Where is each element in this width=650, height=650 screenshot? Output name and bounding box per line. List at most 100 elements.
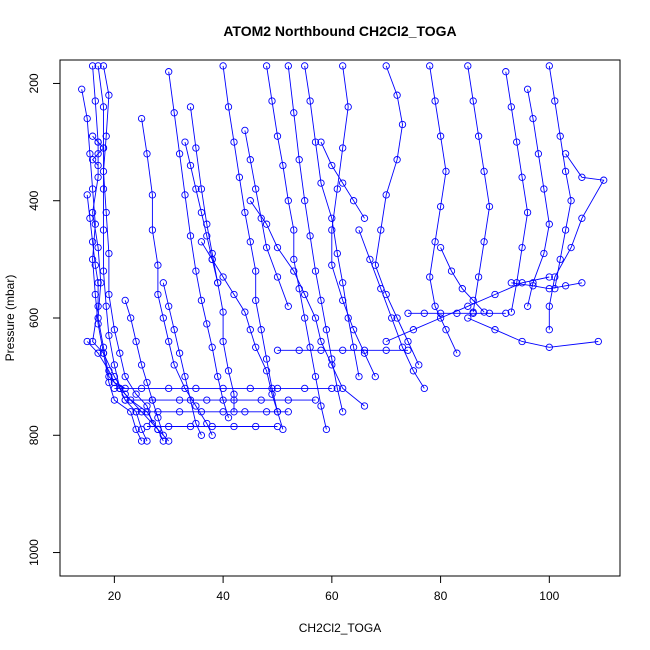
data-point bbox=[132, 425, 140, 434]
data-point bbox=[154, 414, 162, 422]
data-point bbox=[561, 167, 570, 176]
data-point bbox=[436, 314, 445, 322]
data-point bbox=[94, 243, 102, 252]
data-point bbox=[295, 285, 303, 293]
data-point bbox=[262, 62, 271, 70]
data-point bbox=[116, 384, 124, 393]
data-point bbox=[159, 314, 167, 322]
data-point bbox=[431, 238, 439, 246]
data-point bbox=[86, 150, 94, 158]
data-point bbox=[404, 309, 412, 317]
data-point bbox=[88, 132, 97, 140]
data-point bbox=[301, 197, 309, 205]
data-point bbox=[165, 422, 173, 431]
data-point bbox=[567, 197, 575, 205]
data-point bbox=[203, 419, 211, 428]
data-point bbox=[523, 208, 532, 217]
data-point bbox=[507, 308, 515, 316]
data-point bbox=[181, 138, 189, 146]
data-point bbox=[349, 197, 358, 205]
data-point bbox=[436, 202, 445, 211]
data-point bbox=[485, 309, 494, 317]
data-point bbox=[561, 226, 570, 234]
data-point bbox=[360, 402, 369, 410]
data-point bbox=[208, 249, 216, 258]
data-point bbox=[393, 314, 401, 322]
y-tick-label: 200 bbox=[27, 73, 41, 93]
series-line-9 bbox=[266, 65, 327, 430]
y-tick-label: 1000 bbox=[27, 539, 41, 566]
data-point bbox=[301, 314, 309, 322]
data-point bbox=[121, 390, 129, 398]
data-point bbox=[567, 243, 575, 252]
data-point bbox=[165, 302, 173, 310]
data-point bbox=[241, 208, 249, 217]
data-point bbox=[252, 422, 260, 431]
data-point bbox=[186, 232, 195, 240]
data-point bbox=[219, 273, 227, 281]
data-point bbox=[257, 396, 265, 404]
data-point bbox=[121, 396, 129, 404]
data-point bbox=[241, 126, 249, 135]
data-point bbox=[377, 285, 385, 293]
series-line-11 bbox=[304, 65, 360, 377]
data-point bbox=[545, 220, 553, 228]
data-point bbox=[409, 326, 418, 334]
series-line-3 bbox=[103, 65, 153, 424]
data-point bbox=[344, 103, 352, 111]
data-point bbox=[246, 197, 254, 205]
data-point bbox=[485, 202, 494, 211]
data-point bbox=[88, 255, 97, 264]
data-point bbox=[409, 367, 418, 375]
data-point bbox=[99, 226, 108, 234]
data-point bbox=[99, 62, 108, 70]
data-point bbox=[197, 238, 206, 246]
data-point bbox=[328, 226, 336, 234]
data-point bbox=[132, 408, 140, 416]
data-point bbox=[94, 150, 102, 158]
data-point bbox=[518, 337, 526, 346]
data-point bbox=[339, 296, 347, 305]
y-axis-label: Pressure (mbar) bbox=[3, 275, 17, 362]
data-point bbox=[181, 191, 189, 199]
data-point bbox=[306, 343, 314, 351]
data-point bbox=[502, 309, 510, 317]
data-point bbox=[219, 308, 227, 316]
data-point bbox=[121, 384, 129, 393]
data-point bbox=[105, 367, 113, 375]
data-point bbox=[94, 314, 102, 322]
data-point bbox=[469, 309, 477, 317]
data-point bbox=[600, 176, 608, 184]
data-point bbox=[561, 282, 570, 290]
data-point bbox=[86, 214, 94, 222]
data-point bbox=[578, 173, 586, 181]
data-point bbox=[127, 408, 135, 416]
data-point bbox=[143, 437, 151, 445]
data-point bbox=[339, 346, 347, 354]
data-point bbox=[175, 349, 184, 357]
data-point bbox=[230, 390, 238, 398]
data-point bbox=[99, 185, 108, 193]
data-point bbox=[529, 279, 537, 287]
data-point bbox=[436, 309, 445, 317]
data-point bbox=[94, 320, 102, 328]
data-point bbox=[91, 220, 99, 228]
data-point bbox=[181, 372, 189, 381]
data-point bbox=[317, 346, 325, 354]
series-line-5 bbox=[141, 118, 213, 436]
data-point bbox=[230, 138, 238, 146]
data-point bbox=[458, 285, 466, 293]
data-point bbox=[88, 337, 97, 346]
data-point bbox=[262, 220, 271, 228]
series-line-17 bbox=[548, 65, 572, 289]
data-point bbox=[230, 422, 238, 431]
data-point bbox=[94, 62, 102, 70]
data-point bbox=[83, 114, 91, 123]
series-line-35 bbox=[184, 141, 219, 283]
data-point bbox=[224, 367, 233, 375]
data-point bbox=[186, 161, 195, 170]
data-point bbox=[219, 408, 227, 416]
data-point bbox=[208, 343, 216, 351]
